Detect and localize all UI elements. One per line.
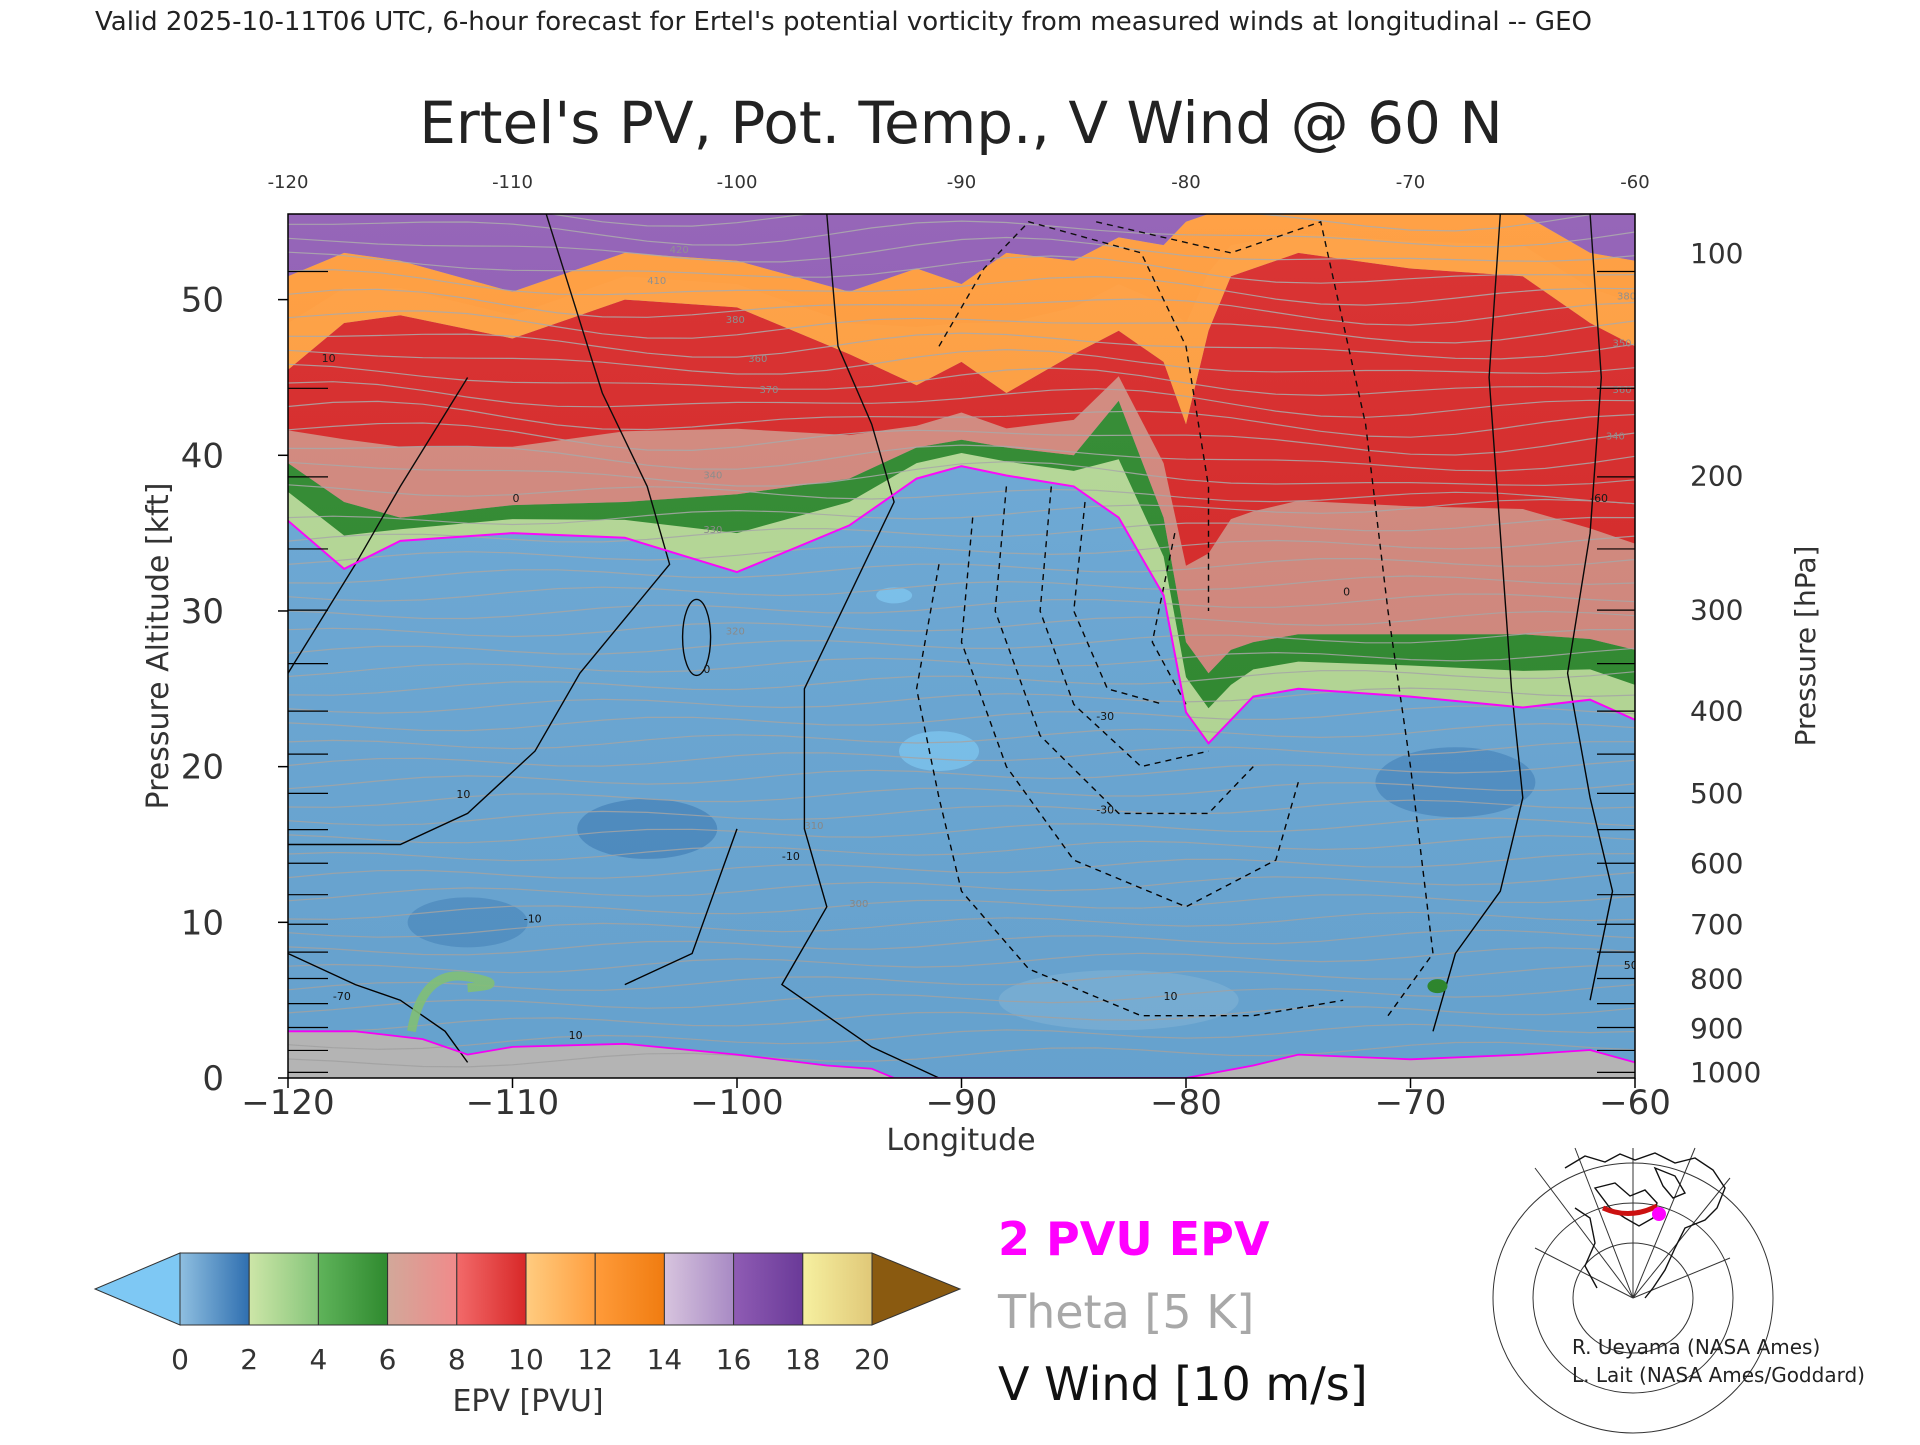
colorbar-tick-label: 8: [448, 1343, 466, 1376]
colorbar-over-arrow: [871, 1252, 962, 1326]
x-axis-bottom: −120 −110 −100 −90 −80 −70 −60: [241, 1078, 1671, 1123]
pressure-tick-label: 1000: [1690, 1056, 1761, 1089]
pressure-tick-label: 400: [1690, 695, 1743, 728]
credit-line-2: L. Lait (NASA Ames/Goddard): [1572, 1363, 1865, 1387]
colorbar-bin: [248, 1252, 319, 1326]
pressure-tick-label: 900: [1690, 1012, 1743, 1045]
x-top-tick-label: -90: [947, 172, 976, 193]
colorbar-tick-label: 6: [379, 1343, 397, 1376]
colorbar-under-arrow: [93, 1252, 181, 1326]
x-top-tick-label: -100: [717, 172, 758, 193]
y-tick-label: 40: [181, 436, 224, 476]
x-top-tick-label: -70: [1396, 172, 1425, 193]
pressure-tick-label: 500: [1690, 777, 1743, 810]
x-tick-label: −60: [1599, 1083, 1671, 1123]
theta-legend: Theta [5 K]: [997, 1285, 1254, 1339]
y-axis-right-label: Pressure [hPa]: [1789, 546, 1822, 747]
colorbar: 0 2 4 6 8 10 12 14 16 18 20: [93, 1252, 962, 1376]
colorbar-tick-label: 0: [171, 1343, 189, 1376]
colorbar-bin: [179, 1252, 250, 1326]
x-tick-label: −120: [241, 1083, 334, 1123]
y-tick-label: 20: [181, 748, 224, 788]
y-tick-label: 30: [181, 592, 224, 632]
map-location-marker: [1652, 1207, 1666, 1221]
y-tick-label: 10: [181, 903, 224, 943]
pressure-tick-label: 300: [1690, 593, 1743, 626]
x-tick-label: −90: [926, 1083, 998, 1123]
colorbar-tick-label: 4: [309, 1343, 327, 1376]
colorbar-tick-label: 18: [785, 1343, 821, 1376]
pressure-tick-label: 100: [1690, 237, 1743, 270]
colorbar-bin: [802, 1252, 873, 1326]
inset-map: [1492, 1147, 1774, 1434]
x-axis-label: Longitude: [886, 1123, 1035, 1158]
colorbar-bin: [456, 1252, 527, 1326]
y-tick-label: 50: [181, 281, 224, 321]
x-tick-label: −100: [690, 1083, 783, 1123]
colorbar-bin: [663, 1252, 735, 1326]
credit-line-1: R. Ueyama (NASA Ames): [1572, 1335, 1820, 1359]
epv-legend: 2 PVU EPV: [998, 1212, 1270, 1266]
header-valid-text: Valid 2025-10-11T06 UTC, 6-hour forecast…: [95, 7, 1592, 37]
pressure-tick-label: 200: [1690, 460, 1743, 493]
x-tick-label: −80: [1150, 1083, 1222, 1123]
y-axis-left-label: Pressure Altitude [kft]: [141, 483, 176, 810]
pressure-tick-label: 800: [1690, 962, 1743, 995]
colorbar-tick-label: 2: [240, 1343, 258, 1376]
colorbar-tick-label: 16: [716, 1343, 752, 1376]
x-tick-label: −110: [466, 1083, 559, 1123]
colorbar-tick-label: 20: [854, 1343, 890, 1376]
x-tick-label: −70: [1375, 1083, 1447, 1123]
colorbar-bin: [387, 1252, 458, 1326]
colorbar-tick-label: 14: [647, 1343, 683, 1376]
chart-title: Ertel's PV, Pot. Temp., V Wind @ 60 N: [419, 89, 1502, 157]
y-axis-right: 100 200 300 400 500 600 700 800 900 1000: [288, 237, 1761, 1089]
colorbar-bin: [733, 1252, 804, 1326]
pressure-tick-label: 600: [1690, 847, 1743, 880]
x-axis-top: -120 -110 -100 -90 -80 -70 -60: [268, 172, 1650, 193]
pressure-tick-label: 700: [1690, 908, 1743, 941]
x-top-tick-label: -110: [492, 172, 533, 193]
x-top-tick-label: -80: [1171, 172, 1200, 193]
x-top-tick-label: -60: [1620, 172, 1649, 193]
plot-shade: [288, 214, 1635, 1078]
plot-area: 4204103803603703403303203103003503803603…: [287, 213, 1636, 1079]
colorbar-tick-label: 12: [577, 1343, 613, 1376]
wind-legend: V Wind [10 m/s]: [998, 1357, 1368, 1411]
colorbar-bin: [594, 1252, 665, 1326]
colorbar-bin: [317, 1252, 389, 1326]
colorbar-tick-label: 10: [508, 1343, 544, 1376]
colorbar-bin: [525, 1252, 596, 1326]
map-track-line: [1601, 1203, 1659, 1216]
y-axis-left: 0 10 20 30 40 50: [181, 281, 288, 1099]
y-tick-label: 0: [202, 1059, 224, 1099]
colorbar-label: EPV [PVU]: [452, 1384, 603, 1419]
x-top-tick-label: -120: [268, 172, 309, 193]
